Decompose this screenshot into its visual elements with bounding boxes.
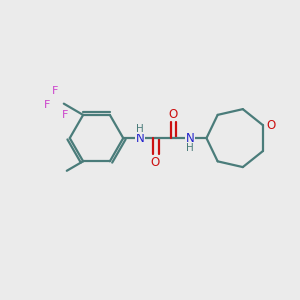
Text: O: O: [151, 156, 160, 169]
Text: H: H: [186, 142, 194, 153]
Text: N: N: [185, 132, 194, 145]
Text: F: F: [52, 86, 59, 96]
Text: O: O: [267, 119, 276, 132]
Text: O: O: [169, 107, 178, 121]
Text: H: H: [136, 124, 144, 134]
Text: F: F: [62, 110, 68, 120]
Text: F: F: [44, 100, 51, 110]
Text: N: N: [136, 132, 144, 145]
